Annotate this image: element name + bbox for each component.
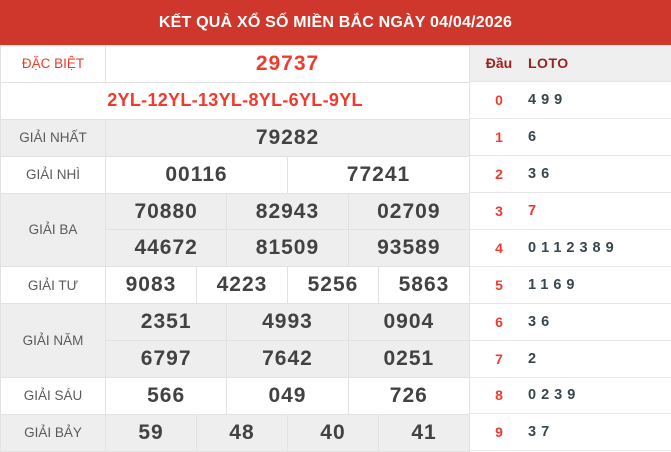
loto-head-digit: 2 [470, 155, 528, 194]
prize-value: 4223 [195, 266, 288, 305]
loto-row-3: 3 7 [470, 192, 671, 230]
loto-digits: 0239 [528, 377, 671, 415]
row-giai-nhat: GIẢI NHẤT 79282 [0, 118, 471, 157]
loto-head-digit: 4 [470, 229, 528, 267]
row-giai-bay: GIẢI BẢY 59 48 40 41 [0, 413, 471, 452]
yl-codes: 2YL-12YL-13YL-8YL-6YL-9YL [0, 81, 471, 120]
prize-value: 79282 [104, 118, 471, 157]
loto-head-digit: 8 [470, 377, 528, 415]
prize-value: 59 [105, 413, 197, 452]
row-giai-sau: GIẢI SÁU 566 049 726 [0, 377, 471, 415]
loto-head-digit: 6 [470, 303, 528, 341]
prize-value: 566 [104, 377, 228, 415]
prize-value: 70880 [104, 192, 228, 231]
prize-label-giai-bay: GIẢI BẢY [0, 413, 106, 452]
prize-label-dac-biet: ĐẶC BIỆT [0, 45, 106, 83]
loto-row-1: 1 6 [470, 118, 671, 157]
main-content: ĐẶC BIỆT 29737 2YL-12YL-13YL-8YL-6YL-9YL… [0, 45, 671, 452]
loto-head-digit: 1 [470, 118, 528, 157]
loto-digits: 0112389 [528, 229, 671, 267]
prize-value: 7642 [226, 340, 349, 379]
row-giai-ba-1: GIẢI BA 70880 82943 02709 [0, 192, 471, 268]
loto-head-digit: 5 [470, 266, 528, 304]
loto-row-7: 7 2 [470, 340, 671, 378]
loto-digits: 36 [528, 155, 671, 194]
loto-digits: 1169 [528, 266, 671, 304]
prize-label-giai-nhi: GIẢI NHÌ [0, 155, 106, 194]
row-giai-ba-2: 44672 81509 93589 [1, 229, 471, 268]
prize-label-giai-ba: GIẢI BA [0, 192, 106, 268]
loto-digits: 2 [528, 340, 671, 378]
loto-row-6: 6 36 [470, 303, 671, 341]
prize-label-giai-sau: GIẢI SÁU [0, 377, 106, 415]
prize-value: 41 [377, 413, 471, 452]
prize-value: 48 [195, 413, 288, 452]
row-giai-nhi: GIẢI NHÌ 00116 77241 [0, 155, 471, 194]
loto-column-header-loto: LOTO [528, 45, 671, 83]
loto-row-4: 4 0112389 [470, 229, 671, 267]
loto-row-5: 5 1169 [470, 266, 671, 304]
prize-value-dac-biet: 29737 [104, 45, 471, 83]
loto-row-8: 8 0239 [470, 377, 671, 415]
prize-value: 93589 [347, 229, 471, 268]
prize-value: 81509 [226, 229, 349, 268]
loto-head-digit: 7 [470, 340, 528, 378]
row-giai-nam-2: 6797 7642 0251 [1, 340, 471, 379]
row-giai-nam-1: GIẢI NĂM 2351 4993 0904 [0, 303, 471, 379]
loto-digits: 37 [528, 413, 671, 452]
prize-label-giai-nam: GIẢI NĂM [0, 303, 106, 379]
prize-value: 0904 [347, 303, 471, 342]
loto-head-digit: 9 [470, 413, 528, 452]
loto-head-digit: 3 [470, 192, 528, 230]
prize-value: 049 [226, 377, 349, 415]
prize-value: 5863 [377, 266, 471, 305]
prize-value: 9083 [105, 266, 197, 305]
loto-digits: 499 [528, 81, 671, 120]
loto-digits: 36 [528, 303, 671, 341]
results-table: ĐẶC BIỆT 29737 2YL-12YL-13YL-8YL-6YL-9YL… [0, 45, 471, 452]
loto-digits-highlighted: 7 [528, 192, 671, 230]
prize-label-giai-nhat: GIẢI NHẤT [0, 118, 106, 157]
loto-row-9: 9 37 [470, 413, 671, 452]
results-table-wrap: ĐẶC BIỆT 29737 2YL-12YL-13YL-8YL-6YL-9YL… [0, 45, 471, 452]
prize-value: 0251 [347, 340, 471, 379]
prize-value: 726 [347, 377, 471, 415]
prize-value: 4993 [226, 303, 349, 342]
page-title: KẾT QUẢ XỔ SỐ MIỀN BẮC NGÀY 04/04/2026 [0, 0, 671, 45]
prize-value: 00116 [105, 155, 288, 194]
loto-row-2: 2 36 [470, 155, 671, 194]
prize-value: 02709 [347, 192, 471, 231]
prize-value: 82943 [226, 192, 349, 231]
loto-header-row: Đầu LOTO [470, 45, 671, 83]
loto-digits: 6 [528, 118, 671, 157]
loto-table: Đầu LOTO 0 499 1 6 2 36 3 7 4 01 [470, 45, 671, 452]
prize-value: 2351 [104, 303, 228, 342]
prize-value: 44672 [104, 229, 228, 268]
prize-value: 6797 [104, 340, 228, 379]
row-yl: 2YL-12YL-13YL-8YL-6YL-9YL [0, 81, 471, 120]
prize-label-giai-tu: GIẢI TƯ [0, 266, 106, 305]
loto-column-header-dau: Đầu [470, 45, 528, 83]
prize-value: 77241 [286, 155, 471, 194]
loto-row-0: 0 499 [470, 81, 671, 120]
loto-head-digit: 0 [470, 81, 528, 120]
row-dac-biet: ĐẶC BIỆT 29737 [0, 45, 471, 83]
row-giai-tu: GIẢI TƯ 9083 4223 5256 5863 [0, 266, 471, 305]
prize-value: 40 [286, 413, 379, 452]
prize-value: 5256 [286, 266, 379, 305]
